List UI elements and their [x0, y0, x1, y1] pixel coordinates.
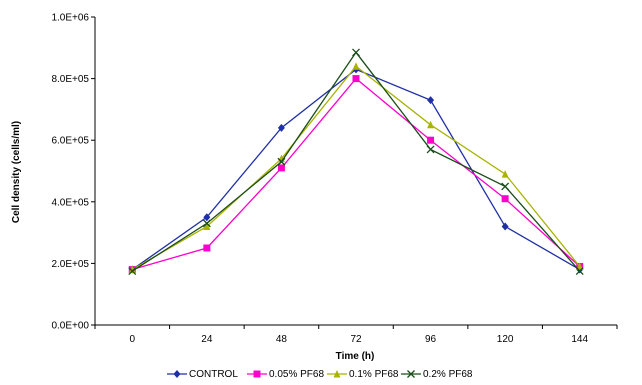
data-point [427, 96, 435, 105]
legend-label: 0.2% PF68 [423, 369, 473, 380]
data-point [575, 267, 584, 276]
data-point [128, 267, 137, 276]
y-axis-title: Cell density (cells/ml) [11, 121, 22, 223]
legend-item: CONTROL [167, 369, 238, 380]
data-point [203, 244, 211, 252]
legend-label: 0.1% PF68 [349, 369, 399, 380]
legend-marker [407, 370, 415, 378]
data-point [576, 262, 584, 270]
legend-marker [253, 370, 261, 378]
data-point [352, 75, 360, 83]
data-point [203, 222, 211, 230]
x-tick-label: 96 [425, 334, 437, 345]
x-tick-label: 144 [571, 334, 588, 345]
y-axis-ticks: 0.0E+00 2.0E+05 4.0E+05 6.0E+05 8.0E+05 1.0E+… [51, 13, 95, 332]
y-tick-label: 2.0E+05 [51, 259, 89, 270]
x-tick-label: 72 [350, 334, 362, 345]
data-point [426, 145, 435, 154]
data-point [427, 120, 435, 129]
x-tick-label: 120 [497, 334, 514, 345]
legend: CONTROL 0.05% PF68 0.1% PF68 0.2% PF68 [167, 369, 473, 380]
series-layer [128, 48, 584, 276]
legend-item: 0.1% PF68 [327, 369, 399, 380]
legend-marker [333, 370, 341, 378]
legend-label: CONTROL [189, 369, 238, 380]
data-point [501, 170, 509, 178]
data-point [128, 265, 136, 274]
data-point [202, 219, 211, 228]
x-axis-ticks: 0 24 48 72 96 120 144 [94, 325, 618, 345]
series-line [131, 65, 581, 271]
data-point [427, 136, 435, 144]
series-line [131, 51, 581, 272]
series-line [132, 77, 581, 271]
plot-area [94, 17, 617, 326]
legend-marker [173, 370, 181, 378]
data-point [203, 213, 211, 222]
y-tick-label: 1.0E+06 [51, 13, 89, 24]
series-4 [128, 48, 584, 276]
y-tick-label: 8.0E+05 [51, 74, 89, 85]
x-tick-label: 0 [130, 334, 136, 345]
data-point [277, 123, 285, 132]
y-tick-label: 4.0E+05 [51, 197, 89, 208]
data-point [501, 222, 509, 231]
data-point [277, 164, 285, 172]
x-axis-title: Time (h) [336, 351, 375, 362]
data-point [277, 157, 286, 166]
y-tick-label: 6.0E+05 [51, 136, 89, 147]
data-point [501, 195, 509, 203]
data-point [352, 62, 360, 70]
series-1 [128, 65, 584, 274]
series-2 [128, 75, 584, 274]
legend-item: 0.2% PF68 [401, 369, 473, 380]
series-line [131, 68, 581, 271]
data-point [352, 48, 360, 57]
legend-label: 0.05% PF68 [269, 369, 324, 380]
x-tick-label: 48 [276, 334, 288, 345]
series-3 [128, 62, 584, 274]
legend-item: 0.05% PF68 [247, 369, 324, 380]
x-tick-label: 24 [201, 334, 213, 345]
y-tick-label: 0.0E+00 [51, 321, 89, 332]
data-point [501, 182, 510, 191]
